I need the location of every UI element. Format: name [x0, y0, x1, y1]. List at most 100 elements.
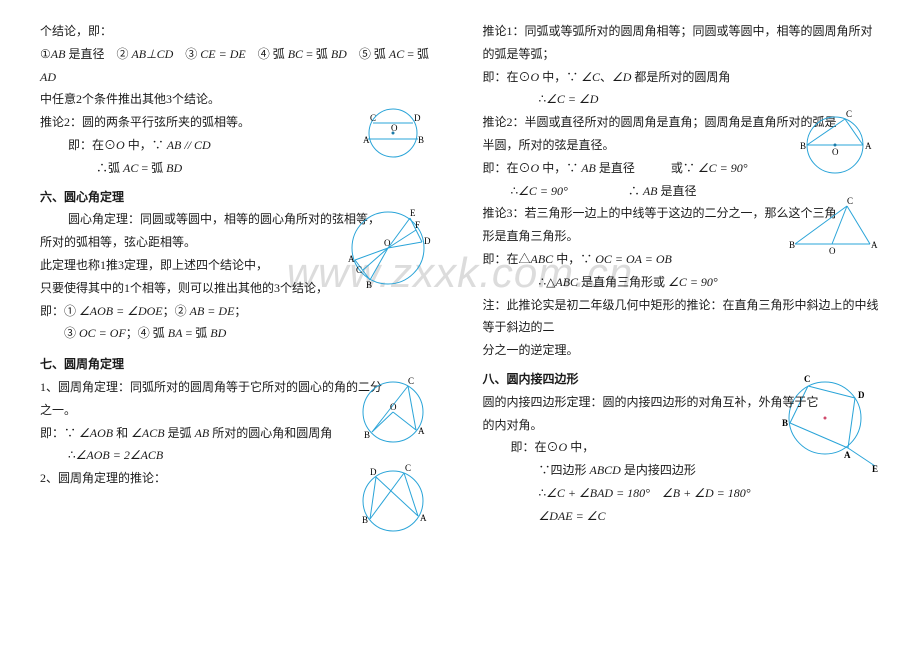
t: BA: [168, 326, 183, 340]
t: 中，: [567, 440, 594, 454]
t: ④ 弧: [246, 47, 288, 61]
t: ∠C: [581, 70, 600, 84]
r-p1: 推论1：同弧或等弧所对的圆周角相等；同圆或等圆中，相等的圆周角所对的弧是等弧；: [483, 20, 881, 66]
svg-text:E: E: [410, 208, 416, 218]
t: AB // CD: [167, 138, 211, 152]
t: ∠DAE = ∠C: [539, 509, 606, 523]
l-p6: ∴弧 AC = 弧 BD: [40, 157, 438, 180]
t: 即：在△: [483, 252, 531, 266]
t: 都是所对的圆周角: [631, 70, 730, 84]
svg-text:C: C: [847, 196, 853, 206]
r-p10: 即：在△ABC 中，∵ OC = OA = OB: [483, 248, 881, 271]
t: ABC: [531, 252, 554, 266]
t: 是直径 ②: [65, 47, 131, 61]
svg-text:D: D: [370, 467, 377, 477]
r-p16: 即：在⊙O 中，: [483, 436, 881, 459]
t: ∠B + ∠D = 180°: [662, 486, 751, 500]
l-p8: 所对的弧相等，弦心距相等。: [40, 231, 438, 254]
r-p14: 圆的内接四边形定理：圆的内接四边形的对角互补，外角等于它: [483, 391, 881, 414]
l-p4: 推论2：圆的两条平行弦所夹的弧相等。 CD O AB: [40, 111, 438, 134]
t: 即：∵: [40, 426, 79, 440]
t: BD: [166, 161, 182, 175]
t: 、: [600, 70, 612, 84]
r-p15: 的内对角。: [483, 414, 881, 437]
t: AC: [389, 47, 404, 61]
t: ∠C = 90°: [668, 275, 718, 289]
h8: 八、圆内接四边形 CD BA E: [483, 368, 881, 391]
t: ∠C = 90°: [518, 184, 568, 198]
t: ③: [40, 326, 79, 340]
fig-inscribed-corollary: CD BA: [348, 461, 438, 541]
r-p8: 推论3：若三角形一边上的中线等于这边的二分之一，那么这个三角 CB OA: [483, 202, 881, 225]
t: [650, 486, 662, 500]
t: 即：在⊙: [483, 161, 531, 175]
t: ∠C + ∠BAD = 180°: [546, 486, 650, 500]
t: 即：①: [40, 304, 79, 318]
l-p14: 之一。: [40, 399, 438, 422]
t: 八、圆内接四边形: [483, 372, 579, 386]
t: AB: [643, 184, 658, 198]
t: O: [531, 161, 540, 175]
t: ∠D: [612, 70, 631, 84]
t: 中，∵: [539, 161, 581, 175]
l-p11: 即：① ∠AOB = ∠DOE；② AB = DE；: [40, 300, 438, 323]
t: 2、圆周角定理的推论：: [40, 471, 166, 485]
t: = 弧: [303, 47, 331, 61]
t: BD: [210, 326, 226, 340]
t: AB: [581, 161, 596, 175]
t: 推论2：半圆或直径所对的圆周角是直角；圆周角是直角所对的弧是: [483, 115, 837, 129]
t: 是弧: [165, 426, 195, 440]
t: ；: [234, 304, 246, 318]
svg-text:C: C: [408, 376, 414, 386]
svg-text:D: D: [414, 113, 421, 123]
t: 是直径: [658, 184, 697, 198]
t: CE = DE: [200, 47, 245, 61]
t: 所对的圆心角和圆周角: [209, 426, 332, 440]
t: 即：在⊙: [511, 440, 559, 454]
t: ABC: [555, 275, 578, 289]
r-p13: 分之一的逆定理。: [483, 339, 881, 362]
t: 中，∵: [553, 252, 595, 266]
l-p9: 此定理也称1推3定理，即上述四个结论中，: [40, 254, 438, 277]
t: = 弧: [138, 161, 166, 175]
t: ∠AOB: [79, 426, 113, 440]
svg-text:C: C: [846, 109, 852, 119]
t: 是直角三角形或: [578, 275, 668, 289]
t: O: [559, 440, 568, 454]
t: ∴弧: [96, 161, 123, 175]
r-p9: 形是直角三角形。: [483, 225, 881, 248]
r-p19: ∠DAE = ∠C: [483, 505, 881, 528]
svg-text:B: B: [362, 515, 368, 525]
t: ∴: [539, 486, 547, 500]
t: ③: [173, 47, 200, 61]
t: ∠AOB = ∠DOE: [79, 304, 163, 318]
t: 中，∵: [539, 70, 581, 84]
left-col: 个结论，即： ①AB 是直径 ② AB⊥CD ③ CE = DE ④ 弧 BC …: [40, 20, 438, 528]
l-p1: 个结论，即：: [40, 20, 438, 43]
svg-text:O: O: [391, 123, 398, 133]
t: BD: [331, 47, 347, 61]
svg-text:C: C: [370, 113, 376, 123]
t: ∴: [539, 92, 547, 106]
r-p18: ∴∠C + ∠BAD = 180° ∠B + ∠D = 180°: [483, 482, 881, 505]
l-p7: 圆心角定理：同圆或等圆中，相等的圆心角所对的弦相等， EFD O ACB: [40, 208, 438, 231]
l-p10: 只要使得其中的1个相等，则可以推出其他的3个结论，: [40, 277, 438, 300]
t: ∴: [568, 184, 643, 198]
t: AB = DE: [190, 304, 235, 318]
t: ∠C = ∠D: [546, 92, 598, 106]
right-col: 推论1：同弧或等弧所对的圆周角相等；同圆或等圆中，相等的圆周角所对的弧是等弧； …: [483, 20, 881, 528]
t: ⑤ 弧: [347, 47, 389, 61]
t: 1、圆周角定理：同弧所对的圆周角等于它所对的圆心的角的二分: [40, 380, 382, 394]
l-p12: ③ OC = OF；④ 弧 BA = 弧 BD: [40, 322, 438, 345]
t: 中，∵: [125, 138, 167, 152]
t: = 弧: [182, 326, 210, 340]
page-columns: 个结论，即： ①AB 是直径 ② AB⊥CD ③ CE = DE ④ 弧 BC …: [40, 20, 880, 528]
r-p11: ∴△ABC 是直角三角形或 ∠C = 90°: [483, 271, 881, 294]
r-p17: ∵四边形 ABCD 是内接四边形: [483, 459, 881, 482]
t: 是直径 或∵: [596, 161, 698, 175]
t: AD: [40, 70, 56, 84]
t: AB: [195, 426, 210, 440]
t: ∴: [511, 184, 519, 198]
t: 推论2：圆的两条平行弦所夹的弧相等。: [40, 115, 250, 129]
t: ∴△: [539, 275, 556, 289]
